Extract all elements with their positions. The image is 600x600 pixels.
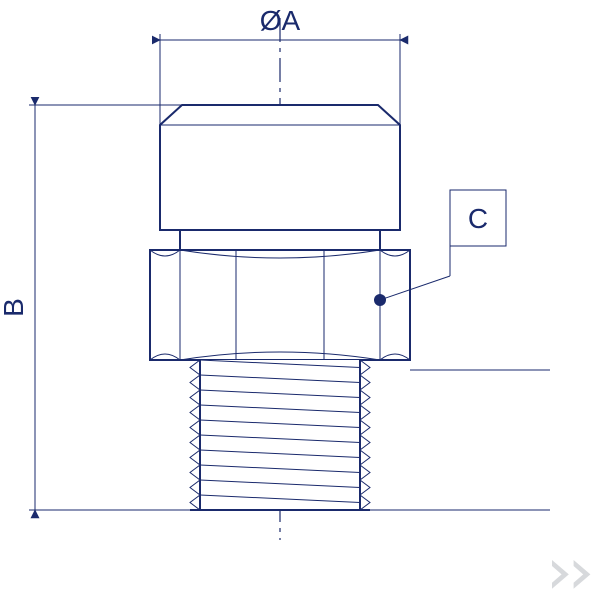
- dim-label-A: ØA: [260, 5, 301, 36]
- technical-drawing: ØA B C: [0, 0, 600, 600]
- fitting-body: [150, 105, 410, 510]
- callout-label: C: [468, 203, 488, 234]
- watermark-icon: [552, 560, 590, 589]
- dim-label-B: B: [0, 298, 29, 317]
